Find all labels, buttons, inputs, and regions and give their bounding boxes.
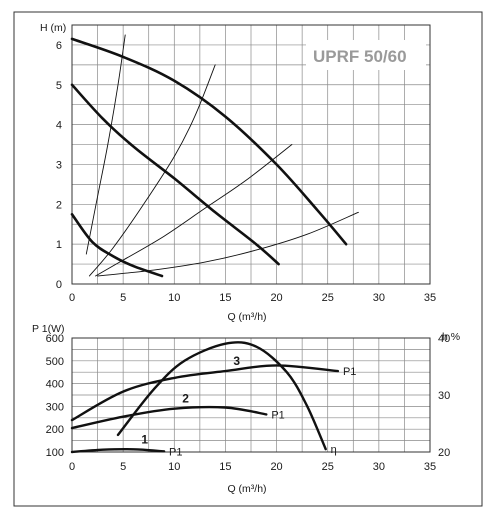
system-curve-4 — [85, 34, 126, 255]
y-tick-label: 0 — [56, 279, 62, 291]
x-tick-label: 5 — [120, 292, 126, 304]
y-tick-label: 500 — [46, 356, 64, 368]
y-tick-label: 100 — [46, 447, 64, 459]
power-chart-grid — [71, 337, 431, 453]
power-x-axis-label: Q (m³/h) — [227, 483, 266, 495]
head-chart-curves — [70, 34, 359, 278]
head-x-axis-label: Q (m³/h) — [227, 311, 266, 323]
x-tick-label: 15 — [219, 461, 231, 473]
power-chart-x-ticks: 0 5 10 15 20 25 30 35 — [69, 461, 436, 473]
power-curve-2-label: P1 — [271, 409, 284, 421]
y-tick-label: 4 — [56, 120, 62, 132]
x-tick-label: 10 — [168, 461, 180, 473]
system-curve-6 — [95, 144, 293, 277]
power-curve-2-number: 2 — [182, 392, 189, 406]
power-chart-curve-labels: P1 3 P1 2 P1 1 η — [141, 354, 356, 458]
x-tick-label: 15 — [219, 292, 231, 304]
y-tick-label: 600 — [46, 333, 64, 345]
x-tick-label: 0 — [69, 461, 75, 473]
x-tick-label: 10 — [168, 292, 180, 304]
y-tick-label: 2 — [56, 199, 62, 211]
x-tick-label: 20 — [270, 292, 282, 304]
y-tick-label: 300 — [46, 401, 64, 413]
x-tick-label: 30 — [373, 292, 385, 304]
right-y-tick-label: 40 — [438, 333, 450, 345]
x-tick-label: 5 — [120, 461, 126, 473]
x-tick-label: 25 — [322, 461, 334, 473]
power-efficiency-chart: 0 5 10 15 20 25 30 35 100 200 300 400 500 600 20 30 40… — [32, 323, 460, 495]
power-curve-3-label: P1 — [343, 366, 356, 378]
power-curve-3-number: 3 — [233, 354, 240, 368]
x-tick-label: 30 — [373, 461, 385, 473]
right-y-tick-label: 20 — [438, 447, 450, 459]
head-chart-x-ticks: 0 5 10 15 20 25 30 35 — [69, 292, 436, 304]
chart-title: UPRF 50/60 — [313, 47, 407, 66]
efficiency-y-ticks: 20 30 40 — [438, 333, 450, 459]
efficiency-y-axis-label: h % — [442, 331, 460, 343]
x-tick-label: 25 — [322, 292, 334, 304]
efficiency-curve-label: η — [331, 444, 337, 456]
efficiency-curve — [116, 341, 327, 451]
x-tick-label: 35 — [424, 461, 436, 473]
pump-curve-1 — [70, 37, 348, 246]
x-tick-label: 20 — [270, 461, 282, 473]
y-tick-label: 6 — [56, 40, 62, 52]
system-curve-7 — [97, 211, 359, 277]
power-curve-2 — [70, 405, 268, 430]
x-tick-label: 35 — [424, 292, 436, 304]
head-chart-y-ticks: 0 1 2 3 4 5 6 — [56, 40, 62, 291]
power-y-axis-label: P 1(W) — [32, 323, 64, 335]
power-chart-curves — [70, 341, 340, 454]
y-tick-label: 200 — [46, 424, 64, 436]
system-curve-5 — [88, 64, 216, 277]
y-tick-label: 3 — [56, 159, 62, 171]
x-tick-label: 0 — [69, 292, 75, 304]
pump-curve-2 — [70, 83, 280, 266]
power-curve-1-label: P1 — [169, 446, 182, 458]
y-tick-label: 1 — [56, 239, 62, 251]
power-chart-y-ticks: 100 200 300 400 500 600 — [46, 333, 64, 459]
chart-title-box — [306, 40, 426, 70]
power-curve-1-number: 1 — [141, 432, 148, 446]
pump-curve-3 — [70, 213, 164, 278]
plot-border — [71, 24, 431, 285]
plot-border — [71, 337, 431, 453]
y-tick-label: 400 — [46, 379, 64, 391]
power-curve-1 — [70, 447, 166, 454]
head-y-axis-label: H (m) — [40, 22, 66, 34]
right-y-tick-label: 30 — [438, 390, 450, 402]
y-tick-label: 5 — [56, 80, 62, 92]
